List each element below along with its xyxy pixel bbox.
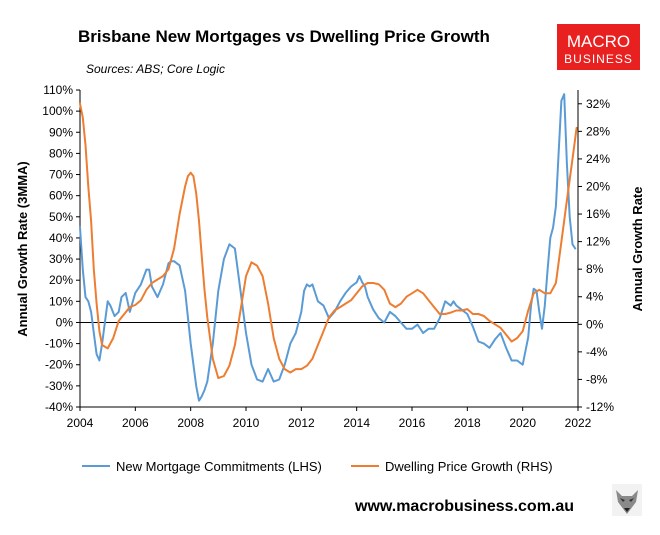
- right-tick-label: -4%: [586, 345, 608, 359]
- right-tick-label: -8%: [586, 372, 608, 386]
- x-tick-label: 2012: [288, 416, 315, 430]
- wolf-icon-eye-right: [629, 498, 634, 502]
- left-tick-label: -10%: [45, 337, 73, 351]
- x-tick-label: 2008: [177, 416, 204, 430]
- left-tick-label: 100%: [42, 104, 73, 118]
- x-tick-label: 2006: [122, 416, 149, 430]
- left-axis-ticks: 110% 100% 90% 80% 70% 60% 50% 40% 30% 20% 10% 0% -10…: [42, 83, 80, 414]
- left-tick-label: 40%: [49, 231, 73, 245]
- series-layer: [79, 93, 578, 402]
- chart-subtitle: Sources: ABS; Core Logic: [86, 62, 225, 76]
- logo-line1: MACRO: [567, 32, 630, 51]
- right-tick-label: 0%: [586, 317, 604, 331]
- wolf-icon: [612, 484, 642, 516]
- left-tick-label: -30%: [45, 379, 73, 393]
- x-tick-label: 2020: [509, 416, 536, 430]
- x-tick-label: 2018: [454, 416, 481, 430]
- right-tick-label: 20%: [586, 179, 610, 193]
- left-tick-label: 90%: [49, 125, 73, 139]
- wolf-icon-head: [616, 490, 638, 514]
- left-tick-label: 60%: [49, 189, 73, 203]
- right-axis-ticks: 32% 28% 24% 20% 16% 12% 8% 4% 0% -4% -8% -12%: [578, 97, 614, 414]
- left-tick-label: 10%: [49, 294, 73, 308]
- right-tick-label: 28%: [586, 124, 610, 138]
- x-tick-label: 2022: [565, 416, 592, 430]
- wolf-icon-eye-left: [620, 498, 625, 502]
- series-line-new-mortgage-commitments: [79, 93, 577, 402]
- x-tick-label: 2014: [343, 416, 370, 430]
- x-tick-label: 2016: [399, 416, 426, 430]
- left-axis-title: Annual Growth Rate (3MMA): [15, 161, 30, 337]
- chart-title: Brisbane New Mortgages vs Dwelling Price…: [78, 27, 490, 46]
- right-axis-title: Annual Growth Rate: [630, 187, 645, 312]
- series-line-dwelling-price-growth: [79, 102, 578, 380]
- left-tick-label: -20%: [45, 358, 73, 372]
- right-tick-label: -12%: [586, 400, 614, 414]
- legend: New Mortgage Commitments (LHS) Dwelling …: [82, 459, 553, 474]
- x-tick-label: 2010: [233, 416, 260, 430]
- left-tick-label: 80%: [49, 146, 73, 160]
- left-tick-label: 70%: [49, 168, 73, 182]
- plot-area: [79, 90, 579, 408]
- right-tick-label: 16%: [586, 207, 610, 221]
- right-tick-label: 12%: [586, 235, 610, 249]
- logo-line2: BUSINESS: [564, 52, 633, 66]
- macro-business-logo: MACRO BUSINESS: [557, 24, 640, 70]
- left-tick-label: 50%: [49, 210, 73, 224]
- left-tick-label: -40%: [45, 400, 73, 414]
- x-tick-label: 2004: [67, 416, 94, 430]
- right-tick-label: 24%: [586, 152, 610, 166]
- right-tick-label: 8%: [586, 262, 604, 276]
- left-tick-label: 30%: [49, 252, 73, 266]
- right-tick-label: 4%: [586, 290, 604, 304]
- right-tick-label: 32%: [586, 97, 610, 111]
- website-url: www.macrobusiness.com.au: [354, 498, 574, 515]
- legend-label-lhs: New Mortgage Commitments (LHS): [116, 459, 322, 474]
- wolf-icon-nose: [624, 508, 630, 512]
- left-tick-label: 20%: [49, 273, 73, 287]
- x-axis-ticks: 2004 2006 2008 2010 2012 2014 2016 2018 2020 2022: [67, 407, 592, 430]
- left-tick-label: 0%: [56, 315, 74, 329]
- legend-label-rhs: Dwelling Price Growth (RHS): [385, 459, 553, 474]
- left-tick-label: 110%: [43, 83, 73, 97]
- logo-background: [557, 24, 640, 70]
